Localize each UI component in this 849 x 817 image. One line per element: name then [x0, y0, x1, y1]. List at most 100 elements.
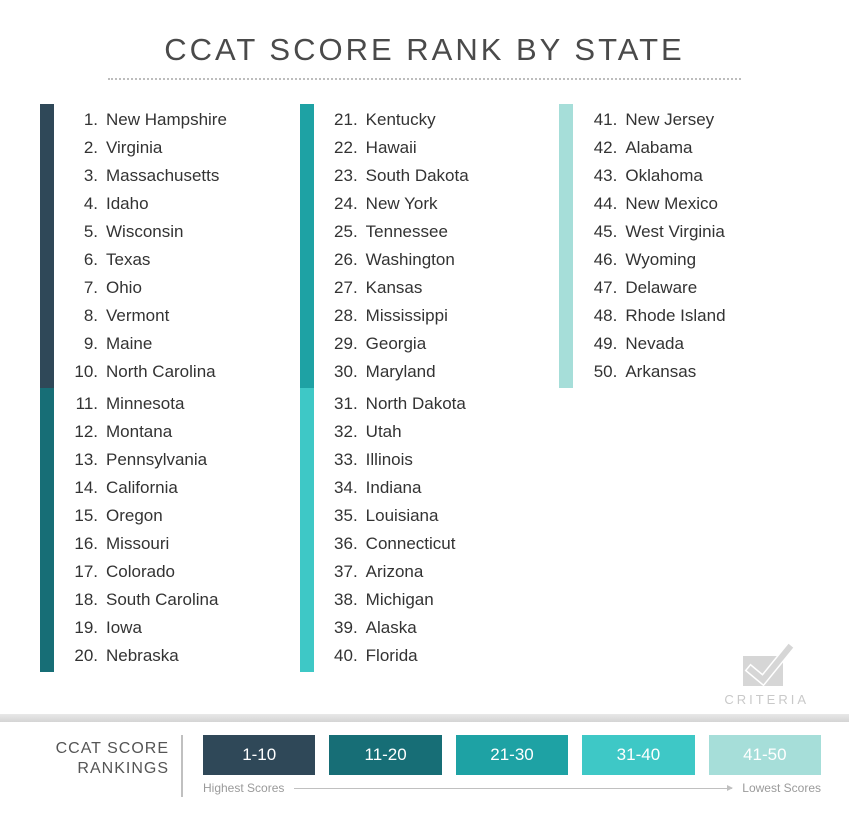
rank-state: Illinois	[366, 446, 550, 474]
rank-row: 36.Connecticut	[328, 530, 550, 558]
rank-number: 1.	[68, 106, 98, 134]
legend-scale-left: Highest Scores	[203, 781, 284, 795]
rank-number: 20.	[68, 642, 98, 670]
rank-state: California	[106, 474, 290, 502]
criteria-logo: CRITERIA	[724, 642, 809, 707]
rank-state: Hawaii	[366, 134, 550, 162]
rank-row: 37. Arizona	[328, 558, 550, 586]
rankings-column: 21.Kentucky22.Hawaii23.South Dakota24.Ne…	[300, 104, 550, 672]
rank-state: Michigan	[366, 586, 550, 614]
rank-number: 30.	[328, 358, 358, 386]
rank-number: 37.	[328, 558, 358, 586]
rank-group: 1.New Hampshire2.Virginia3.Massachusetts…	[40, 104, 290, 388]
rank-state: New Jersey	[625, 106, 809, 134]
rank-row: 25.Tennessee	[328, 218, 550, 246]
rank-number: 25.	[328, 218, 358, 246]
rank-number: 41.	[587, 106, 617, 134]
rank-state: New Hampshire	[106, 106, 290, 134]
rank-row: 30.Maryland	[328, 358, 550, 386]
rank-number: 47.	[587, 274, 617, 302]
rank-number: 46.	[587, 246, 617, 274]
rank-row: 41. New Jersey	[587, 106, 809, 134]
rank-group-color-bar	[300, 104, 314, 388]
rank-number: 29.	[328, 330, 358, 358]
rank-number: 38.	[328, 586, 358, 614]
rank-row: 8.Vermont	[68, 302, 290, 330]
rank-number: 17.	[68, 558, 98, 586]
rank-row: 1. New Hampshire	[68, 106, 290, 134]
rank-row: 20.Nebraska	[68, 642, 290, 670]
rank-number: 34.	[328, 474, 358, 502]
rank-row: 38. Michigan	[328, 586, 550, 614]
title-divider	[108, 78, 741, 80]
rank-row: 39.Alaska	[328, 614, 550, 642]
rank-state: Idaho	[106, 190, 290, 218]
rank-row: 10. North Carolina	[68, 358, 290, 386]
rank-row: 14. California	[68, 474, 290, 502]
legend-block: 11-20	[329, 735, 441, 775]
rank-row: 45.West Virginia	[587, 218, 809, 246]
rank-row: 15. Oregon	[68, 502, 290, 530]
legend-block: 1-10	[203, 735, 315, 775]
page-title: CCAT SCORE RANK BY STATE	[38, 32, 811, 68]
rank-state: Ohio	[106, 274, 290, 302]
rank-state: Louisiana	[366, 502, 550, 530]
rank-row: 16. Missouri	[68, 530, 290, 558]
rank-number: 18.	[68, 586, 98, 614]
rankings-column: 1.New Hampshire2.Virginia3.Massachusetts…	[40, 104, 290, 672]
legend-scale-right: Lowest Scores	[742, 781, 821, 795]
rank-row: 11.Minnesota	[68, 390, 290, 418]
rank-number: 32.	[328, 418, 358, 446]
rank-group: 11.Minnesota12.Montana13.Pennsylvania14.…	[40, 388, 290, 672]
legend-arrow	[294, 788, 732, 789]
rank-number: 14.	[68, 474, 98, 502]
rank-number: 24.	[328, 190, 358, 218]
rank-list: 1.New Hampshire2.Virginia3.Massachusetts…	[68, 104, 290, 388]
legend-block: 21-30	[456, 735, 568, 775]
rank-state: Oregon	[106, 502, 290, 530]
rank-number: 49.	[587, 330, 617, 358]
rank-row: 27.Kansas	[328, 274, 550, 302]
rank-row: 2.Virginia	[68, 134, 290, 162]
rank-state: Maine	[106, 330, 290, 358]
rank-group-color-bar	[559, 104, 573, 388]
rank-number: 10.	[68, 358, 98, 386]
rank-row: 48.Rhode Island	[587, 302, 809, 330]
rank-state: Arizona	[366, 558, 550, 586]
rank-number: 6.	[68, 246, 98, 274]
rank-state: Oklahoma	[625, 162, 809, 190]
rank-number: 16.	[68, 530, 98, 558]
rank-state: North Carolina	[106, 358, 290, 386]
rank-state: South Dakota	[366, 162, 550, 190]
rank-row: 28.Mississippi	[328, 302, 550, 330]
rank-number: 2.	[68, 134, 98, 162]
rank-row: 32.Utah	[328, 418, 550, 446]
rank-number: 15.	[68, 502, 98, 530]
rank-group-color-bar	[300, 388, 314, 672]
rank-number: 36.	[328, 530, 358, 558]
rank-list: 11.Minnesota12.Montana13.Pennsylvania14.…	[68, 388, 290, 672]
rank-row: 21.Kentucky	[328, 106, 550, 134]
rank-number: 35.	[328, 502, 358, 530]
rank-row: 6.Texas	[68, 246, 290, 274]
rank-number: 43.	[587, 162, 617, 190]
rank-state: Montana	[106, 418, 290, 446]
rank-state: West Virginia	[625, 218, 809, 246]
rank-state: Georgia	[366, 330, 550, 358]
rank-row: 17.Colorado	[68, 558, 290, 586]
legend-divider-bar	[0, 714, 849, 722]
rank-number: 4.	[68, 190, 98, 218]
rank-state: Kentucky	[366, 106, 550, 134]
criteria-logo-text: CRITERIA	[724, 692, 809, 707]
rank-list: 31.North Dakota32.Utah33.Illinois34.Indi…	[328, 388, 550, 672]
rank-state: Mississippi	[366, 302, 550, 330]
rank-number: 44.	[587, 190, 617, 218]
rank-state: Missouri	[106, 530, 290, 558]
rank-row: 7.Ohio	[68, 274, 290, 302]
legend-title-line2: RANKINGS	[28, 759, 169, 779]
rank-row: 49.Nevada	[587, 330, 809, 358]
rank-state: Arkansas	[625, 358, 809, 386]
rank-state: Pennsylvania	[106, 446, 290, 474]
rank-number: 33.	[328, 446, 358, 474]
legend-scale: Highest Scores Lowest Scores	[203, 781, 821, 795]
